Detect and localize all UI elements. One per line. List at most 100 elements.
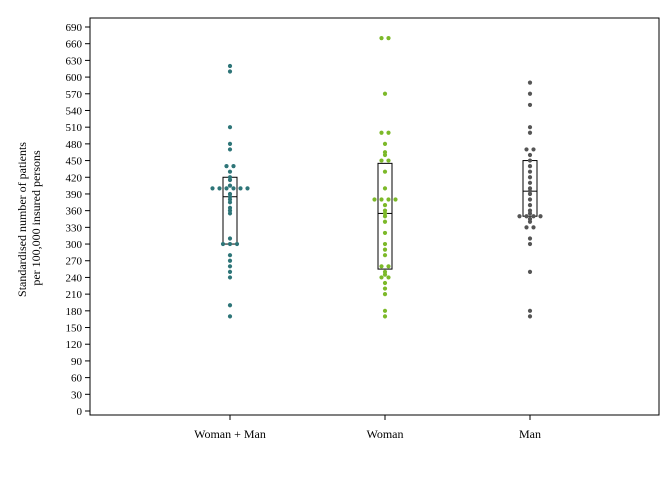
data-point [382, 150, 388, 155]
series-group [210, 63, 250, 319]
series-group [372, 36, 398, 319]
data-point [382, 247, 388, 252]
data-point [379, 275, 384, 280]
plot-marks [210, 36, 543, 319]
data-point [527, 180, 533, 185]
data-point [393, 197, 398, 202]
y-tick-label: 480 [66, 139, 83, 151]
data-point [224, 186, 229, 191]
data-point [382, 253, 388, 258]
data-point [527, 152, 533, 158]
data-point [224, 164, 229, 169]
plot-frame [89, 17, 660, 416]
y-axis-title-line-1: Standardised number of patients [15, 142, 29, 297]
data-point [382, 292, 388, 297]
data-point [382, 169, 388, 174]
data-point [210, 186, 215, 191]
data-point [379, 36, 384, 41]
data-point [382, 141, 388, 146]
data-point [238, 186, 243, 191]
data-point [227, 269, 233, 274]
data-point [382, 280, 388, 286]
y-tick-label: 270 [66, 256, 83, 268]
y-tick-label: 300 [66, 239, 83, 251]
data-point [382, 230, 388, 236]
x-category-label: Woman + Man [194, 427, 266, 441]
data-point [386, 158, 391, 163]
y-tick-label: 690 [66, 22, 83, 34]
y-tick-label: 150 [66, 323, 83, 335]
data-point [527, 102, 533, 108]
data-point [527, 130, 533, 135]
y-axis-title: Standardised number of patients per 100,… [15, 139, 43, 297]
data-point [382, 241, 388, 247]
data-point [231, 186, 236, 191]
y-tick-label: 210 [66, 289, 83, 301]
y-tick-label: 390 [66, 189, 83, 201]
data-point [531, 225, 536, 230]
data-point [524, 225, 529, 230]
y-axis: 0 30 60 90 120 150 180 210 240 270 300 330 360 390 420… [66, 22, 90, 418]
data-point [227, 147, 233, 152]
data-point [527, 175, 533, 180]
data-point [227, 191, 233, 197]
y-tick-label: 420 [66, 172, 83, 184]
data-point [527, 164, 533, 169]
data-point [227, 275, 233, 280]
data-point [527, 169, 533, 174]
x-axis: Woman + Man Woman Man [194, 415, 541, 441]
data-point [227, 63, 233, 69]
data-point [227, 303, 233, 308]
data-point [527, 208, 533, 213]
y-tick-label: 0 [77, 406, 83, 418]
data-point [531, 147, 536, 152]
data-point [382, 286, 388, 291]
data-point [217, 186, 222, 191]
data-point [527, 91, 533, 96]
data-point [382, 308, 388, 313]
y-tick-label: 570 [66, 89, 83, 101]
data-point [227, 141, 233, 146]
data-point [527, 216, 533, 222]
y-tick-label: 330 [66, 222, 83, 234]
data-point [227, 314, 233, 319]
y-tick-label: 510 [66, 122, 83, 134]
data-point [382, 202, 388, 208]
y-tick-label: 180 [66, 306, 83, 318]
y-tick-label: 450 [66, 156, 83, 168]
data-point [386, 130, 391, 135]
data-point [372, 197, 377, 202]
y-tick-label: 60 [71, 373, 83, 385]
data-point [245, 186, 250, 191]
data-point [527, 125, 533, 130]
data-point [379, 130, 384, 135]
data-point [382, 91, 388, 96]
data-point [227, 169, 233, 174]
data-point [527, 308, 533, 313]
data-point [227, 205, 233, 210]
y-tick-label: 30 [71, 389, 83, 401]
data-point [227, 125, 233, 130]
data-point [524, 214, 529, 219]
data-point [231, 164, 236, 169]
y-tick-label: 240 [66, 272, 83, 284]
data-point [220, 241, 226, 247]
data-point [524, 147, 529, 152]
data-point [227, 183, 233, 188]
data-point [527, 186, 533, 191]
data-point [386, 275, 391, 280]
data-point [382, 186, 388, 191]
y-tick-label: 90 [71, 356, 83, 368]
data-point [386, 197, 391, 202]
data-point [386, 36, 391, 41]
data-point [379, 197, 384, 202]
data-point [227, 241, 233, 247]
data-point [382, 219, 388, 224]
data-point [382, 269, 388, 274]
data-point [538, 214, 543, 219]
data-point [527, 269, 533, 274]
box-iqr [377, 162, 393, 270]
data-point [227, 258, 233, 263]
data-point [382, 208, 388, 213]
